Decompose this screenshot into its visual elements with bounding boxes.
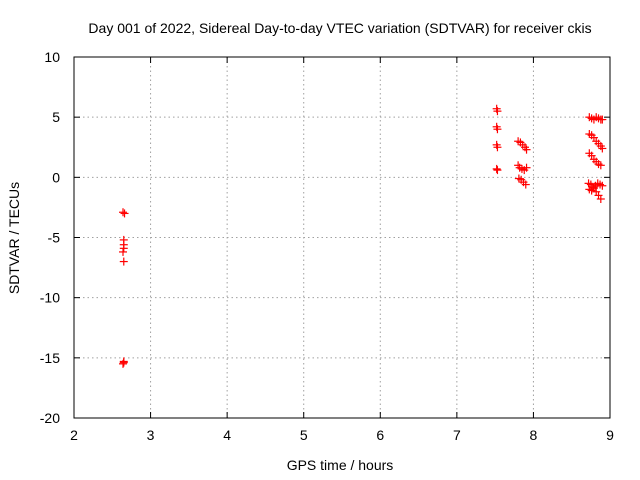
x-tick-labels: 2 3 4 5 6 7 8 9 [70,427,614,443]
x-tick-label: 5 [300,427,308,443]
y-tick-labels: -20 -15 -10 -5 0 5 10 [40,49,60,426]
data-point [493,165,501,173]
y-tick-label: -15 [40,350,60,366]
x-axis-label: GPS time / hours [287,457,394,473]
x-tick-label: 2 [70,427,78,443]
data-point [119,208,127,216]
x-tick-label: 9 [606,427,614,443]
x-tick-label: 4 [223,427,231,443]
data-point [493,166,501,174]
x-tick-label: 3 [147,427,155,443]
data-point [120,359,128,367]
y-tick-label: 5 [52,109,60,125]
data-point [120,258,128,266]
x-tick-label: 6 [376,427,384,443]
data-point [119,248,127,256]
x-tick-label: 8 [530,427,538,443]
y-tick-label: -20 [40,410,60,426]
x-tick-label: 7 [453,427,461,443]
y-axis-label: SDTVAR / TECUs [6,182,22,294]
scatter-chart: Day 001 of 2022, Sidereal Day-to-day VTE… [0,0,640,480]
data-point [121,209,129,217]
y-tick-label: -10 [40,290,60,306]
y-tick-label: -5 [48,230,61,246]
chart-title: Day 001 of 2022, Sidereal Day-to-day VTE… [88,20,591,36]
data-point [120,244,128,252]
y-tick-label: 10 [44,49,60,65]
y-tick-label: 0 [52,169,60,185]
grid-lines [74,57,610,418]
